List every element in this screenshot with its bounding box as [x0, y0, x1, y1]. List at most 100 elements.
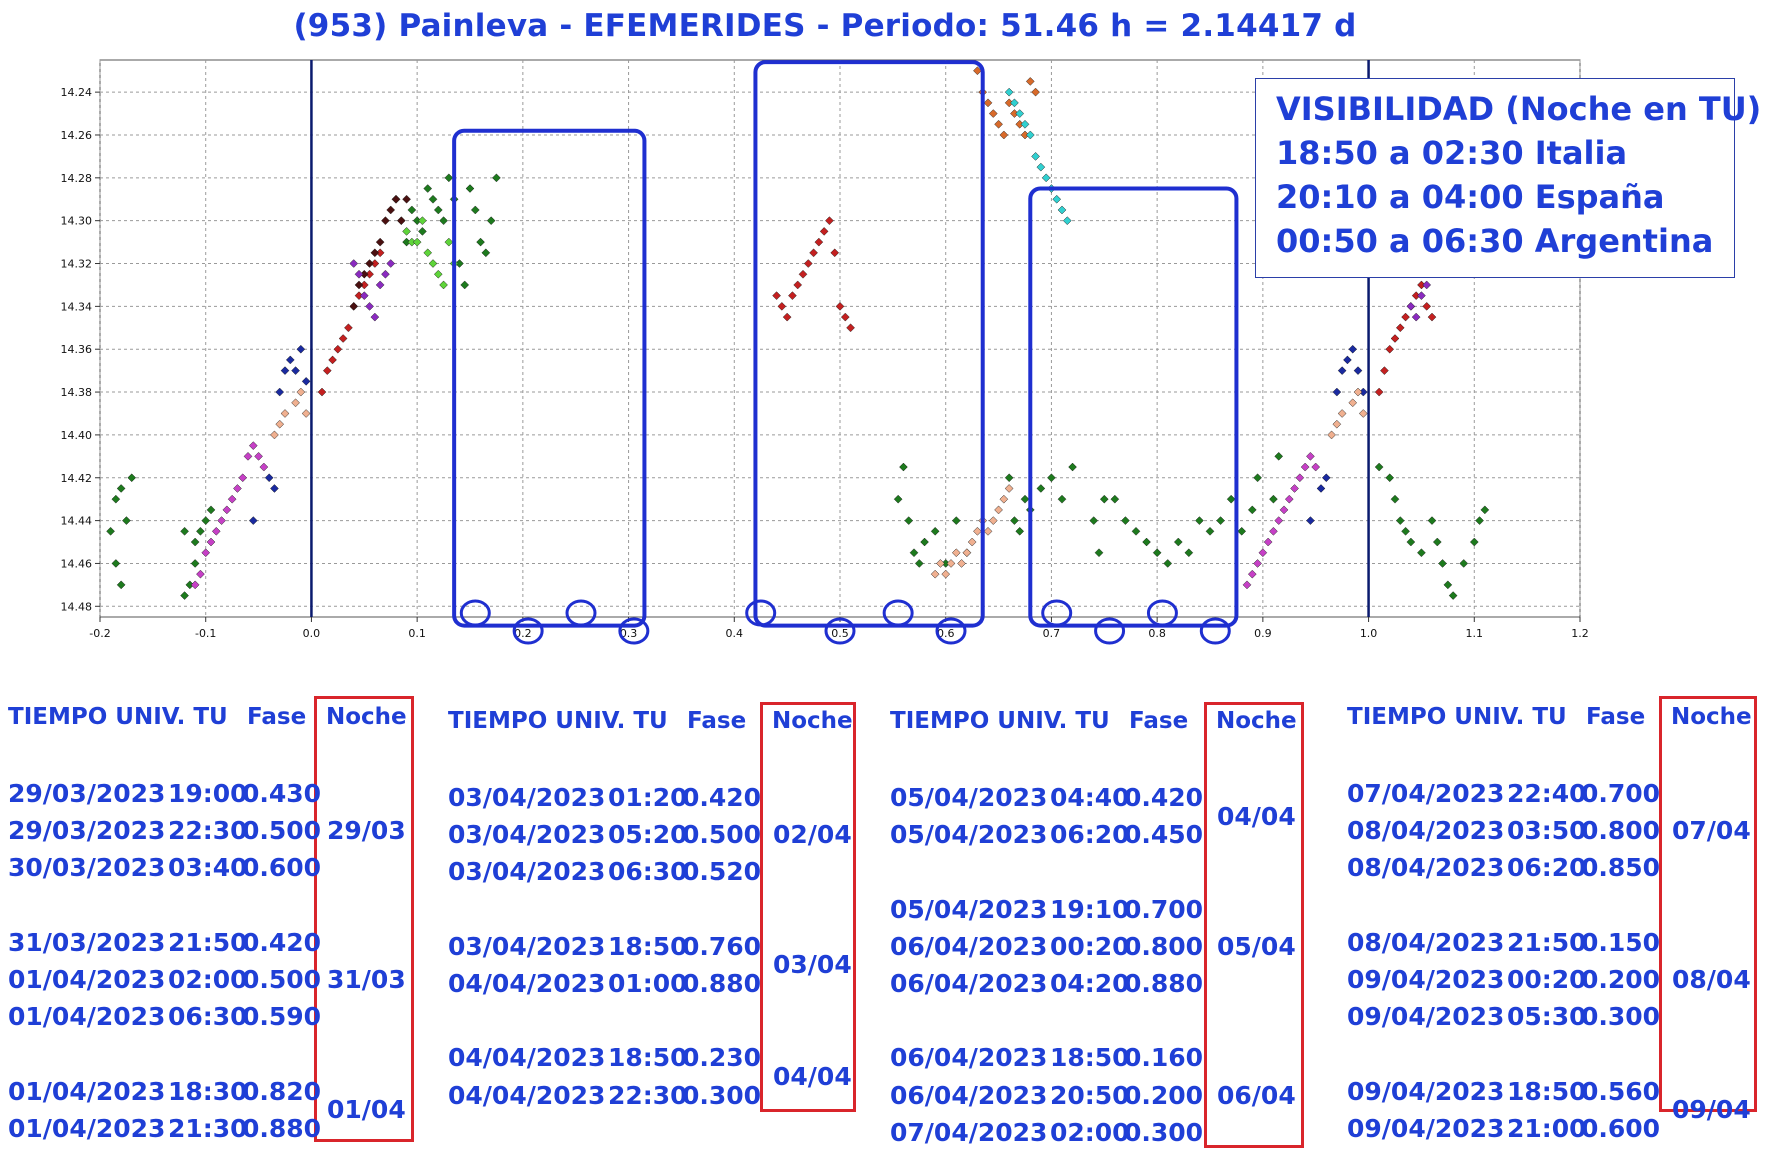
data-point	[370, 312, 380, 322]
row-date: 31/03/2023	[8, 927, 166, 957]
data-point	[1380, 366, 1389, 375]
noche-column-box	[314, 696, 414, 1142]
data-point	[196, 569, 205, 579]
data-point	[1432, 537, 1442, 547]
data-point	[301, 409, 311, 418]
x-tick-label: 0.4	[726, 627, 744, 640]
data-point	[809, 248, 818, 258]
row-time: 05:20	[608, 820, 688, 850]
data-point	[1417, 548, 1426, 558]
row-date: 08/04/2023	[1347, 853, 1505, 883]
visibility-argentina: 00:50 a 06:30 Argentina	[1276, 222, 1714, 260]
data-point	[1068, 462, 1077, 472]
data-point	[381, 216, 390, 226]
data-point	[1406, 537, 1416, 547]
row-date: 03/04/2023	[448, 931, 606, 961]
data-point	[259, 462, 269, 472]
data-point	[433, 269, 443, 279]
data-point	[1247, 505, 1257, 515]
data-point	[1004, 87, 1014, 97]
data-point	[465, 184, 475, 193]
data-point	[967, 537, 977, 547]
row-date: 08/04/2023	[1347, 927, 1505, 957]
night-label: 02/04	[773, 820, 852, 850]
row-time: 21:00	[1507, 1113, 1587, 1143]
data-point	[1401, 312, 1410, 322]
data-point	[333, 344, 343, 354]
data-point	[127, 473, 137, 483]
data-point	[1358, 409, 1368, 418]
data-point	[899, 462, 908, 472]
row-time: 03:50	[1507, 816, 1587, 846]
data-point	[1004, 484, 1014, 493]
row-phase: 0.500	[242, 816, 322, 846]
row-phase: 0.520	[682, 857, 762, 887]
data-point	[1385, 473, 1395, 483]
data-point	[1480, 505, 1490, 515]
row-phase: 0.200	[1124, 1080, 1204, 1110]
night-label: 04/04	[773, 1062, 852, 1091]
highlight-box	[1028, 186, 1239, 628]
data-point	[280, 366, 290, 375]
data-point	[1459, 559, 1469, 568]
row-date: 01/04/2023	[8, 1076, 166, 1106]
x-tick-label: 1.1	[1466, 627, 1484, 640]
row-time: 19:00	[168, 779, 248, 808]
data-point	[1269, 526, 1278, 536]
data-point	[962, 548, 972, 558]
row-time: 22:30	[608, 1080, 688, 1110]
data-point	[819, 227, 829, 236]
y-tick-label: 14.36	[61, 343, 93, 356]
data-point	[344, 323, 353, 333]
data-point	[1284, 494, 1294, 504]
data-point	[1031, 152, 1040, 161]
data-point	[1025, 130, 1035, 140]
row-date: 01/04/2023	[8, 965, 166, 994]
data-point	[370, 248, 380, 258]
row-date: 05/04/2023	[890, 820, 1048, 850]
data-point	[296, 344, 306, 354]
data-point	[1253, 473, 1262, 483]
y-tick-label: 14.38	[61, 386, 93, 399]
data-point	[930, 569, 940, 579]
data-point	[190, 559, 200, 568]
y-tick-label: 14.44	[61, 515, 93, 528]
data-point	[1057, 205, 1067, 215]
data-point	[402, 227, 411, 236]
data-point	[444, 173, 454, 183]
phase-marker-circle	[459, 599, 491, 627]
phase-marker-circle	[565, 599, 597, 627]
data-point	[412, 237, 422, 247]
data-point	[1337, 409, 1347, 418]
phase-marker-circle	[745, 599, 777, 627]
header-phase: Fase	[687, 708, 747, 734]
row-date: 30/03/2023	[8, 853, 166, 883]
data-point	[180, 591, 189, 600]
data-point	[941, 569, 951, 579]
row-phase: 0.880	[682, 969, 762, 998]
data-point	[1353, 366, 1363, 375]
data-point	[444, 237, 454, 247]
row-time: 01:00	[608, 969, 688, 998]
noche-column-box	[760, 702, 856, 1112]
data-point	[1237, 526, 1247, 536]
data-point	[291, 398, 300, 408]
x-tick-label: 1.2	[1571, 627, 1589, 640]
row-phase: 0.450	[1124, 820, 1204, 850]
row-phase: 0.160	[1124, 1043, 1204, 1073]
row-phase: 0.420	[682, 783, 762, 812]
data-point	[1332, 419, 1342, 429]
data-point	[957, 559, 966, 568]
data-point	[375, 280, 385, 290]
row-phase: 0.150	[1581, 927, 1661, 957]
data-point	[1475, 516, 1484, 525]
data-point	[206, 505, 216, 515]
data-point	[322, 366, 332, 375]
data-point	[930, 526, 940, 536]
data-point	[1057, 494, 1067, 504]
row-phase: 0.500	[682, 820, 762, 850]
data-point	[1290, 484, 1299, 493]
row-time: 02:00	[1050, 1117, 1130, 1147]
row-time: 22:30	[168, 816, 248, 846]
data-point	[270, 430, 279, 440]
